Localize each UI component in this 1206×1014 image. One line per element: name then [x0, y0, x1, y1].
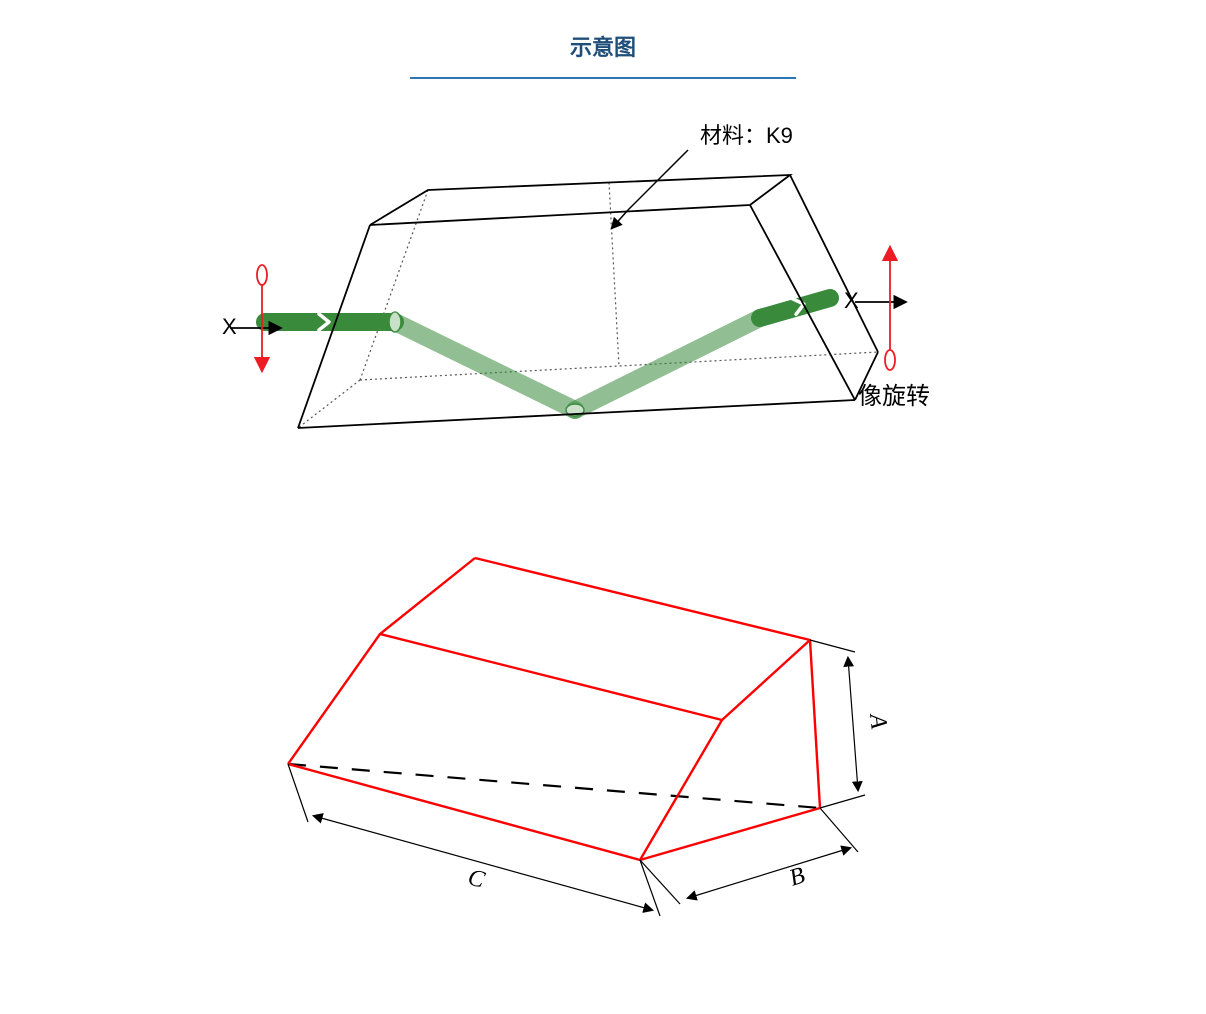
dim-a-label: A [863, 713, 891, 730]
right-x-label: X [844, 288, 859, 314]
upper-diagram [230, 150, 905, 428]
lower-diagram [288, 558, 865, 916]
material-label: 材料：K9 [700, 118, 793, 150]
left-x-label: X [222, 314, 237, 340]
diagram-svg [0, 0, 1206, 1014]
diagram-canvas: 示意图 材料：K9 X X 像旋转 A B C [0, 0, 1206, 1014]
rotation-label: 像旋转 [858, 376, 930, 411]
